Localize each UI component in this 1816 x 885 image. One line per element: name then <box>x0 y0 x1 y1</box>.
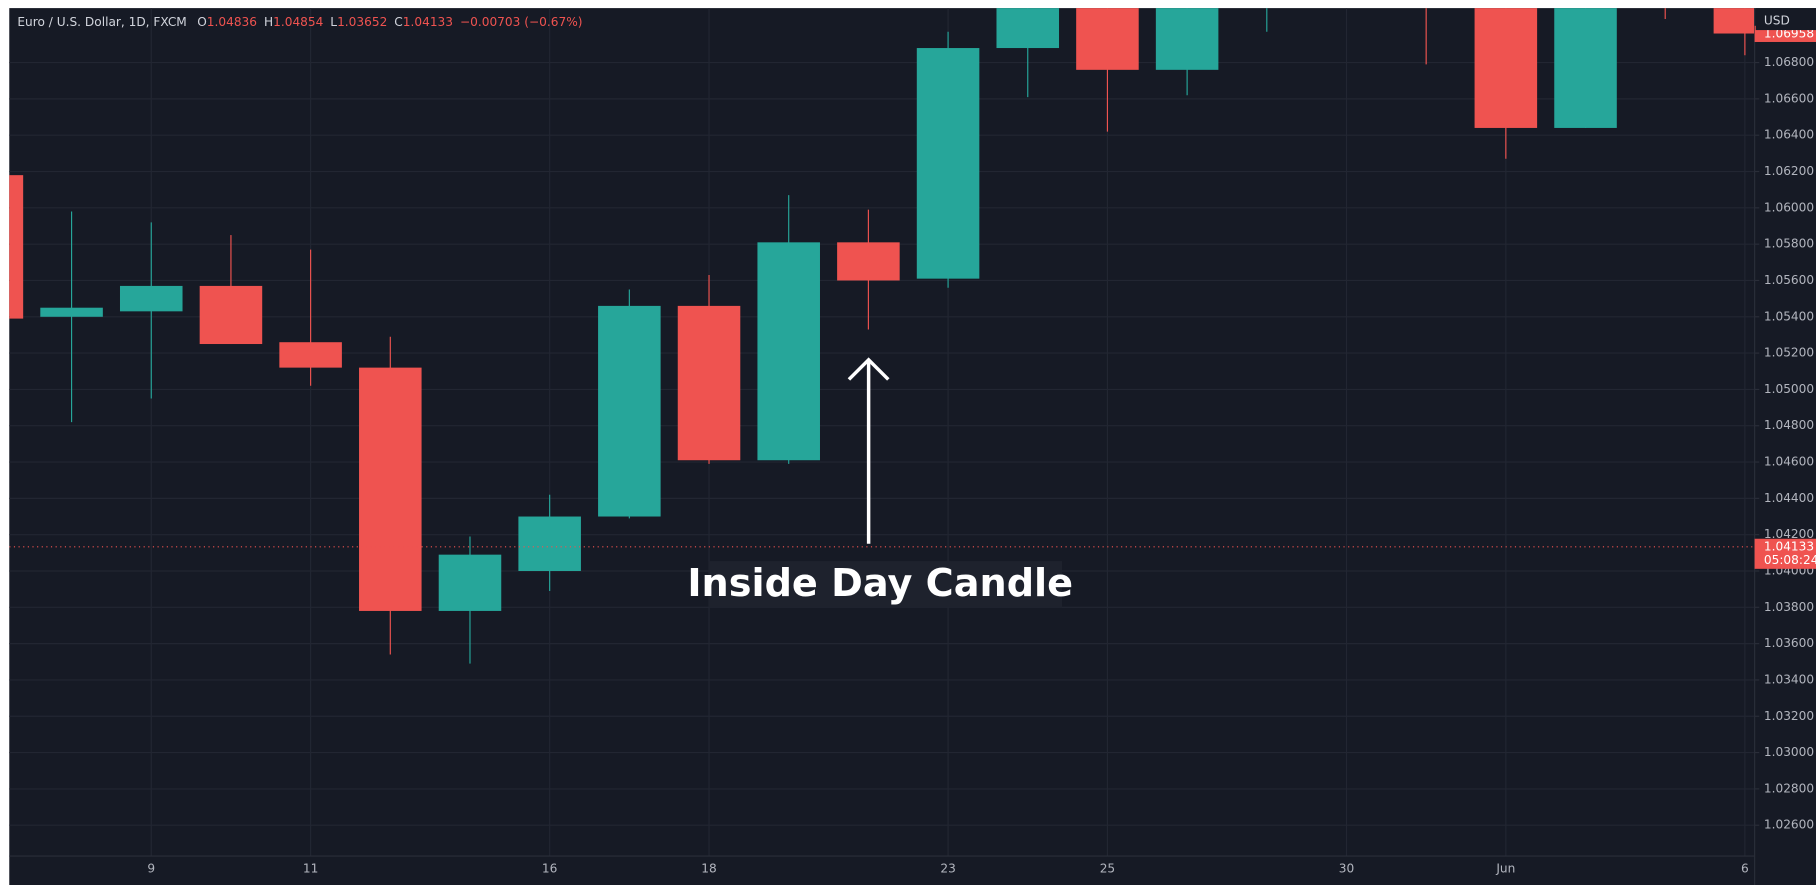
candle-body <box>1634 0 1697 3</box>
candle-body <box>1713 8 1755 34</box>
y-tick-label: 1.03800 <box>1764 600 1814 614</box>
y-tick-label: 1.02600 <box>1764 818 1814 832</box>
candle-body <box>1554 8 1617 128</box>
candle-body <box>677 305 741 461</box>
y-tick-label: 1.03400 <box>1764 672 1814 686</box>
y-tick-label: 1.05800 <box>1764 237 1814 251</box>
y-tick-label: 1.04400 <box>1764 491 1814 505</box>
currency-label: USD <box>1764 13 1790 27</box>
y-tick-label: 1.03000 <box>1764 745 1814 759</box>
axes: 1.02600 1.02800 1.03000 1.03200 1.03400 1.036… <box>147 8 1816 875</box>
x-tick-label: 6 <box>1741 861 1749 875</box>
candle-body <box>518 516 581 571</box>
candle-body <box>199 285 263 345</box>
y-tick-label: 1.06800 <box>1764 55 1814 69</box>
candle-body <box>837 242 900 281</box>
ohlc-value: 1.04836 <box>207 14 257 28</box>
x-tick-label: 25 <box>1100 861 1115 875</box>
candle-body <box>1155 8 1219 70</box>
chart-legend: Euro / U.S. Dollar, 1D, FXCM O1.04836 H1.0… <box>17 14 582 28</box>
candle-body <box>916 48 980 279</box>
currency-box <box>1755 8 1816 31</box>
y-tick-label: 1.04200 <box>1764 527 1814 541</box>
x-tick-label: 18 <box>701 861 716 875</box>
y-tick-label: 1.05000 <box>1764 382 1814 396</box>
arrow-head <box>847 357 890 381</box>
ohlc-value: 1.04133 <box>403 14 453 28</box>
y-tick-label: 1.06000 <box>1764 200 1814 214</box>
y-tick-label: 1.05400 <box>1764 309 1814 323</box>
annotation-box <box>708 561 1063 608</box>
candle-body <box>438 554 502 611</box>
candle-body <box>119 285 183 312</box>
candle-body <box>40 307 103 317</box>
annotation-text: Inside Day Candle <box>687 562 1073 606</box>
y-tick-label: 1.05200 <box>1764 346 1814 360</box>
ohlc-value: 1.03652 <box>337 14 387 28</box>
annotation: Inside Day Candle <box>687 357 1073 608</box>
x-tick-label: 9 <box>147 861 155 875</box>
y-tick-label: 1.06200 <box>1764 164 1814 178</box>
change: −0.00703 (−0.67%) <box>460 14 583 28</box>
y-tick-label: 1.05600 <box>1764 273 1814 287</box>
x-tick-label: 16 <box>542 861 557 875</box>
ohlc-label: L <box>330 14 337 28</box>
x-tick-label: 11 <box>303 861 318 875</box>
y-tick-label: 1.02800 <box>1764 781 1814 795</box>
grid <box>9 8 1755 857</box>
x-tick-label: 30 <box>1339 861 1354 875</box>
plot-area <box>9 0 1755 664</box>
ohlc-label: O <box>197 14 207 28</box>
chart-background <box>9 8 1816 885</box>
countdown-label: 05:08:24 <box>1764 553 1816 567</box>
candle-body <box>996 8 1060 49</box>
y-tick-label: 1.06600 <box>1764 91 1814 105</box>
y-tick-label: 1.06400 <box>1764 128 1814 142</box>
candle-body <box>1076 8 1139 70</box>
y-tick-label: 1.03600 <box>1764 636 1814 650</box>
y-tick-label: 1.03200 <box>1764 709 1814 723</box>
last-price-label: 1.04133 <box>1764 539 1814 553</box>
candle-body <box>757 242 820 461</box>
y-tick-label: 1.04600 <box>1764 455 1814 469</box>
x-tick-label: Jun <box>1495 861 1515 875</box>
candle-body <box>1474 8 1538 128</box>
last-price-tag <box>1754 538 1816 569</box>
candle-body <box>598 305 661 517</box>
candle-body <box>9 175 24 319</box>
x-tick-label: 23 <box>940 861 955 875</box>
y-tick-label: 1.04800 <box>1764 418 1814 432</box>
ohlc-value: 1.04854 <box>273 14 324 28</box>
symbol: Euro / U.S. Dollar, 1D, FXCM <box>17 14 186 28</box>
candle-body <box>279 342 342 368</box>
candle-body <box>359 367 422 611</box>
ohlc-label: C <box>394 14 402 28</box>
ohlc-label: H <box>264 14 273 28</box>
